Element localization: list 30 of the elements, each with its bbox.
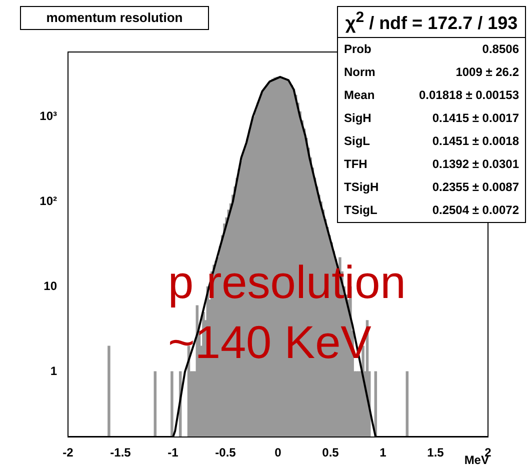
annotation: TSigL [343, 202, 378, 219]
annotation: Norm [343, 64, 376, 81]
x-tick-label: -2 [62, 446, 74, 460]
y-tick-label: 1 [50, 364, 58, 378]
x-tick-label: -1.5 [110, 446, 132, 460]
x-tick-label: 0.5 [322, 446, 340, 460]
annotation: SigH [343, 110, 372, 127]
annotation: 0.1415 ± 0.0017 [431, 110, 520, 127]
annotation: 0.1392 ± 0.0301 [431, 156, 520, 173]
x-tick-label: 1.5 [427, 446, 444, 460]
y-tick-label: 10² [40, 194, 58, 208]
x-tick-label: -1 [168, 446, 179, 460]
annotation: Mean [343, 87, 376, 104]
chart-title: momentum resolution [20, 6, 209, 30]
annotation: TSigH [343, 179, 380, 196]
annotation: TFH [343, 156, 368, 173]
x-tick-label: 0 [274, 446, 282, 460]
annotation: 0.8506 [481, 41, 520, 58]
annotation: 0.2355 ± 0.0087 [431, 179, 520, 196]
annotation: 0.1451 ± 0.0018 [431, 133, 520, 150]
annotation: 1009 ± 26.2 [454, 64, 520, 81]
y-tick-label: 10 [44, 279, 58, 294]
annotation: 0.01818 ± 0.00153 [418, 87, 520, 104]
annotation: SigL [343, 133, 371, 150]
annotation: Prob [343, 41, 372, 58]
text: χ$^{2}$ / ndf = 172.7 / 193 [338, 7, 525, 38]
annotation: 0.2504 ± 0.0072 [431, 202, 520, 219]
y-tick-label: 10³ [40, 109, 58, 124]
x-tick-label: 1 [380, 446, 387, 460]
x-tick-label: -0.5 [215, 446, 236, 460]
